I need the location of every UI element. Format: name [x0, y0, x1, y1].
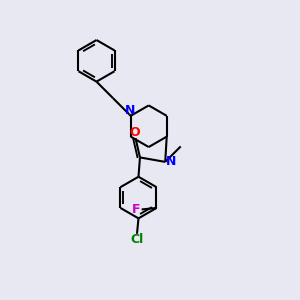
- Text: Cl: Cl: [130, 233, 144, 246]
- Text: N: N: [125, 104, 135, 117]
- Text: F: F: [132, 203, 140, 216]
- Text: O: O: [130, 126, 140, 139]
- Text: N: N: [165, 155, 176, 168]
